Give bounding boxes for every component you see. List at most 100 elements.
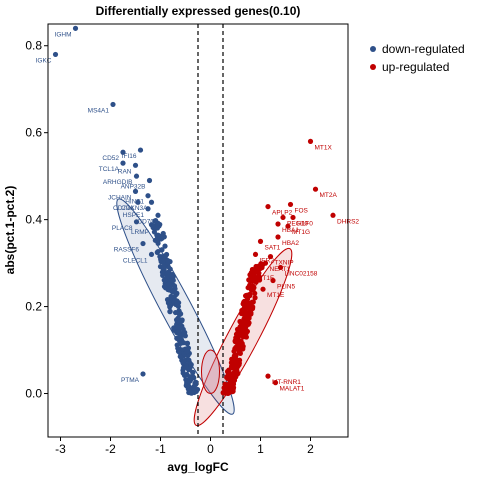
labeled-point [148, 199, 155, 205]
gene-label: MT2A [320, 192, 338, 199]
labeled-point [145, 193, 151, 199]
labeled-point [285, 223, 291, 229]
plot-border [47, 23, 349, 438]
labeled-point [155, 212, 161, 218]
labeled-point [272, 380, 279, 386]
gene-label: PTMA [121, 377, 140, 384]
labeled-point [330, 212, 336, 218]
data-point [220, 390, 226, 396]
labeled-point [120, 160, 126, 166]
data-point [228, 381, 234, 387]
gene-label: MT1G [292, 229, 310, 236]
data-point [174, 299, 181, 305]
gene-label: ARHGDIB [103, 179, 133, 186]
data-point [183, 364, 189, 370]
x-tick-label: -1 [155, 442, 166, 456]
data-point [161, 265, 167, 271]
gene-label: IGHM [55, 31, 72, 38]
labeled-point [52, 51, 59, 58]
gene-label: LINC02158 [285, 270, 318, 277]
data-point [177, 349, 183, 356]
data-point [244, 304, 250, 311]
data-point [174, 291, 180, 297]
gene-label: PLIN5 [277, 283, 295, 290]
data-point [184, 348, 190, 355]
x-tick-label: 0 [207, 442, 214, 456]
data-point [177, 340, 183, 346]
data-point [190, 369, 196, 376]
data-point [233, 374, 239, 380]
labeled-point [140, 240, 146, 247]
labeled-point [133, 219, 140, 225]
gene-label: CD79A [113, 205, 135, 212]
data-point [190, 374, 196, 380]
gene-label: MT1F [257, 275, 274, 282]
data-point [232, 339, 238, 345]
data-point [165, 257, 171, 264]
data-point [181, 329, 187, 336]
labeled-point [135, 199, 141, 205]
gene-label: PLAC8 [112, 225, 133, 232]
gene-label: PEG10 [287, 220, 308, 227]
data-point [242, 315, 248, 321]
data-point [162, 285, 169, 291]
labeled-point [260, 286, 266, 292]
data-point [165, 281, 172, 287]
data-point [170, 277, 176, 284]
gene-label: IER2 [260, 257, 275, 264]
data-point [247, 282, 253, 288]
data-point [240, 346, 246, 352]
gene-label: MS4A1 [88, 107, 110, 114]
legend-label: up-regulated [382, 60, 449, 74]
gene-label: RASSF6 [114, 247, 140, 254]
gene-label: LRMP [131, 229, 149, 236]
labeled-point [140, 371, 146, 377]
gene-label: HBA1 [282, 227, 299, 234]
labeled-point [132, 162, 139, 168]
data-point [162, 243, 168, 249]
data-point [159, 269, 166, 275]
legend: down-regulated up-regulated [370, 42, 465, 74]
gene-label: TXNIP [275, 260, 294, 267]
data-point [169, 289, 176, 295]
data-point [242, 293, 249, 299]
data-point [258, 261, 264, 267]
gene-label: ANP32B [121, 184, 146, 191]
gene-label: IGKC [36, 57, 52, 64]
legend-label: down-regulated [382, 42, 465, 56]
gene-label: FOS [295, 207, 309, 214]
data-point [244, 298, 250, 304]
x-axis-title: avg_logFC [167, 460, 229, 474]
data-point [161, 253, 167, 259]
data-point [191, 383, 198, 389]
gene-label: TCL1A [99, 166, 120, 173]
data-point [252, 275, 259, 281]
data-point [237, 350, 243, 356]
data-point [154, 235, 161, 241]
x-tick-label: 2 [307, 442, 314, 456]
labeled-point [257, 238, 264, 244]
data-point [172, 309, 179, 316]
center-ellipse [201, 349, 220, 395]
y-tick-label: 0.0 [25, 387, 42, 401]
gene-label: CDKN3A [121, 205, 148, 212]
data-point [241, 310, 247, 316]
gene-label: SAT1 [265, 244, 281, 251]
labeled-point [72, 25, 79, 31]
data-point [177, 353, 183, 360]
labeled-point [280, 214, 286, 221]
data-point [252, 295, 258, 301]
gene-label: RAN [118, 168, 132, 175]
chart-title: Differentially expressed genes(0.10) [96, 4, 301, 18]
labeled-point [307, 138, 314, 144]
data-point [167, 309, 173, 315]
labeled-point [277, 264, 284, 271]
axes: -3 -2 -1 0 1 2 0.0 0.2 0.4 0.6 0.8 [25, 39, 314, 456]
data-point [152, 218, 158, 224]
data-point [224, 373, 230, 380]
gene-label: HINT1 [125, 199, 144, 206]
data-point [238, 340, 244, 346]
x-tick-label: -2 [105, 442, 116, 456]
